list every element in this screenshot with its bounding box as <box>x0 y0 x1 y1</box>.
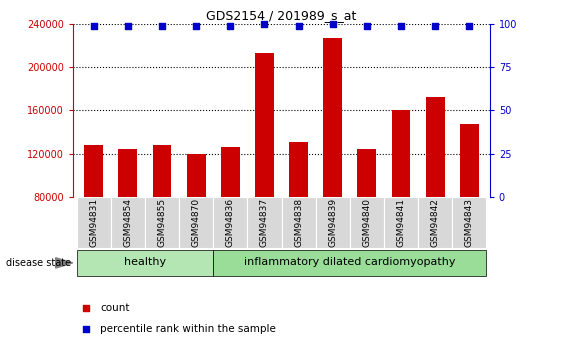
Text: count: count <box>100 303 129 313</box>
Bar <box>426 98 445 283</box>
Bar <box>111 197 145 248</box>
Bar <box>213 197 247 248</box>
Bar <box>323 38 342 283</box>
Text: inflammatory dilated cardiomyopathy: inflammatory dilated cardiomyopathy <box>244 257 455 267</box>
Point <box>81 306 90 311</box>
Title: GDS2154 / 201989_s_at: GDS2154 / 201989_s_at <box>206 9 357 22</box>
Point <box>328 21 337 27</box>
Point <box>158 23 167 29</box>
Text: GSM94836: GSM94836 <box>226 198 235 247</box>
Bar <box>460 125 479 283</box>
Bar <box>77 197 111 248</box>
Bar <box>145 197 179 248</box>
Bar <box>247 197 282 248</box>
Point <box>465 23 474 29</box>
Text: GSM94839: GSM94839 <box>328 198 337 247</box>
Point <box>431 23 440 29</box>
Text: GSM94854: GSM94854 <box>123 198 132 247</box>
Text: GSM94870: GSM94870 <box>191 198 200 247</box>
Bar <box>358 149 376 283</box>
Bar <box>84 145 103 283</box>
Text: GSM94842: GSM94842 <box>431 198 440 247</box>
Bar <box>418 197 452 248</box>
Bar <box>452 197 486 248</box>
Bar <box>77 250 213 276</box>
Point <box>260 21 269 27</box>
Text: GSM94841: GSM94841 <box>396 198 405 247</box>
Point <box>226 23 235 29</box>
Bar <box>221 147 240 283</box>
Bar <box>282 197 316 248</box>
Bar <box>392 110 410 283</box>
Text: disease state: disease state <box>6 258 71 268</box>
Text: GSM94831: GSM94831 <box>89 198 98 247</box>
Text: GSM94855: GSM94855 <box>158 198 167 247</box>
Point <box>396 23 405 29</box>
Point <box>363 23 372 29</box>
Text: percentile rank within the sample: percentile rank within the sample <box>100 324 276 334</box>
Polygon shape <box>56 258 73 268</box>
Bar <box>384 197 418 248</box>
Bar <box>118 149 137 283</box>
Text: GSM94838: GSM94838 <box>294 198 303 247</box>
Bar <box>213 250 486 276</box>
Point <box>123 23 132 29</box>
Text: GSM94840: GSM94840 <box>363 198 372 247</box>
Point <box>89 23 98 29</box>
Bar <box>187 154 205 283</box>
Text: GSM94837: GSM94837 <box>260 198 269 247</box>
Bar <box>255 53 274 283</box>
Bar <box>179 197 213 248</box>
Text: GSM94843: GSM94843 <box>465 198 474 247</box>
Text: healthy: healthy <box>124 257 166 267</box>
Point <box>294 23 303 29</box>
Bar <box>350 197 384 248</box>
Bar <box>289 142 308 283</box>
Point <box>81 326 90 332</box>
Bar <box>153 145 171 283</box>
Bar <box>316 197 350 248</box>
Point <box>191 23 200 29</box>
